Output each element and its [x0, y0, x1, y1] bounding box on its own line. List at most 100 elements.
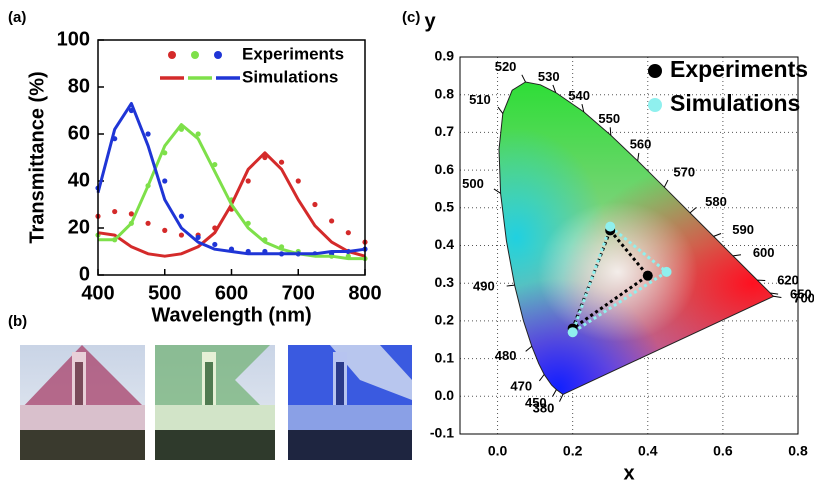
x-axis-label: Wavelength (nm) [151, 304, 311, 326]
wavelength-label: 700 [793, 290, 814, 305]
x-tick-label: 0.2 [563, 443, 583, 459]
legend-dot [191, 51, 199, 59]
legend-label: Simulations [670, 90, 800, 116]
experiment-point [296, 178, 301, 183]
legend-dot [648, 64, 662, 78]
x-tick-label: 700 [282, 282, 315, 304]
experiment-point [145, 221, 150, 226]
y-axis-label: y [424, 10, 436, 32]
y-tick-label: 0.1 [435, 349, 455, 365]
y-tick-label: 0.8 [435, 85, 455, 101]
x-tick-label: 500 [148, 282, 181, 304]
y-tick-label: 60 [68, 122, 90, 144]
panel-label: (b) [8, 313, 27, 330]
locus-tick [522, 75, 526, 82]
chromaticity-panel: (c)3804504704804905005105205305405505605… [402, 9, 814, 483]
color-point [605, 222, 615, 232]
x-axis-label: x [623, 462, 634, 483]
experiment-point [179, 232, 184, 237]
experiment-point [179, 214, 184, 219]
locus-tick [539, 375, 544, 381]
legend-label: Experiments [242, 44, 344, 63]
gamut-fill [426, 57, 814, 483]
y-tick-label: 80 [68, 75, 90, 97]
simulation-line [98, 125, 365, 259]
wavelength-label: 570 [673, 164, 695, 179]
panel-label: (a) [8, 9, 26, 26]
x-tick-label: 0.8 [788, 443, 808, 459]
locus-tick [638, 153, 639, 161]
wavelength-label: 470 [510, 379, 532, 394]
wavelength-label: 590 [732, 222, 754, 237]
figure: (b) (a)020406080100400500600700800Wavele… [0, 0, 814, 483]
experiment-point [145, 131, 150, 136]
locus-tick [526, 346, 532, 351]
panel-label: (c) [402, 9, 420, 26]
x-tick-label: 800 [348, 282, 381, 304]
legend-dot [214, 51, 222, 59]
simulation-line [98, 104, 365, 254]
legend-label: Simulations [242, 67, 338, 86]
color-point [568, 327, 578, 337]
experiment-point [279, 160, 284, 165]
wavelength-label: 480 [495, 348, 517, 363]
experiment-point [346, 230, 351, 235]
y-tick-label: 0.0 [435, 387, 455, 403]
x-tick-label: 0.0 [488, 443, 508, 459]
gamut-white [538, 202, 698, 342]
color-point [662, 267, 672, 277]
y-tick-label: -0.1 [430, 425, 454, 441]
wavelength-label: 550 [598, 111, 620, 126]
experiment-point [162, 228, 167, 233]
wavelength-label: 500 [462, 176, 484, 191]
wavelength-label: 620 [777, 272, 799, 287]
locus-tick [664, 180, 668, 187]
legend-label: Experiments [670, 56, 808, 82]
locus-tick [498, 107, 503, 113]
locus-tick [690, 208, 696, 213]
x-tick-label: 0.4 [638, 443, 658, 459]
wavelength-label: 490 [473, 278, 495, 293]
locus-tick [773, 296, 781, 297]
experiment-point [329, 218, 334, 223]
x-tick-label: 600 [215, 282, 248, 304]
y-tick-label: 0.5 [435, 199, 455, 215]
wavelength-label: 530 [538, 69, 560, 84]
locus-tick [552, 390, 556, 397]
x-tick-label: 400 [81, 282, 114, 304]
locus-tick [733, 255, 741, 256]
photo-red [20, 345, 145, 460]
legend-dot [168, 51, 176, 59]
legend-dot [648, 98, 662, 112]
wavelength-label: 600 [753, 245, 775, 260]
locus-tick [507, 285, 515, 286]
experiment-point [312, 202, 317, 207]
y-tick-label: 0.9 [435, 48, 455, 64]
wavelength-label: 540 [568, 88, 590, 103]
wavelength-label: 560 [630, 136, 652, 151]
photo-blue [288, 345, 412, 460]
y-tick-label: 0.6 [435, 161, 455, 177]
photo-green [155, 345, 275, 460]
experiment-point [246, 178, 251, 183]
locus-tick [610, 127, 611, 135]
x-tick-label: 0.6 [713, 443, 733, 459]
y-tick-label: 0.3 [435, 274, 455, 290]
wavelength-label: 510 [469, 92, 491, 107]
wavelength-label: 450 [525, 395, 547, 410]
y-tick-label: 0.4 [435, 236, 455, 252]
experiment-point [212, 242, 217, 247]
photos: (b) [8, 313, 412, 460]
color-point [643, 271, 653, 281]
locus-tick [559, 394, 562, 401]
wavelength-label: 520 [495, 59, 517, 74]
y-tick-label: 20 [68, 216, 90, 238]
y-tick-label: 100 [57, 28, 90, 50]
y-tick-label: 0.7 [435, 123, 455, 139]
experiment-point [112, 209, 117, 214]
experiment-point [162, 178, 167, 183]
wavelength-label: 580 [705, 194, 727, 209]
y-tick-label: 0.2 [435, 312, 455, 328]
locus-tick [714, 233, 721, 236]
